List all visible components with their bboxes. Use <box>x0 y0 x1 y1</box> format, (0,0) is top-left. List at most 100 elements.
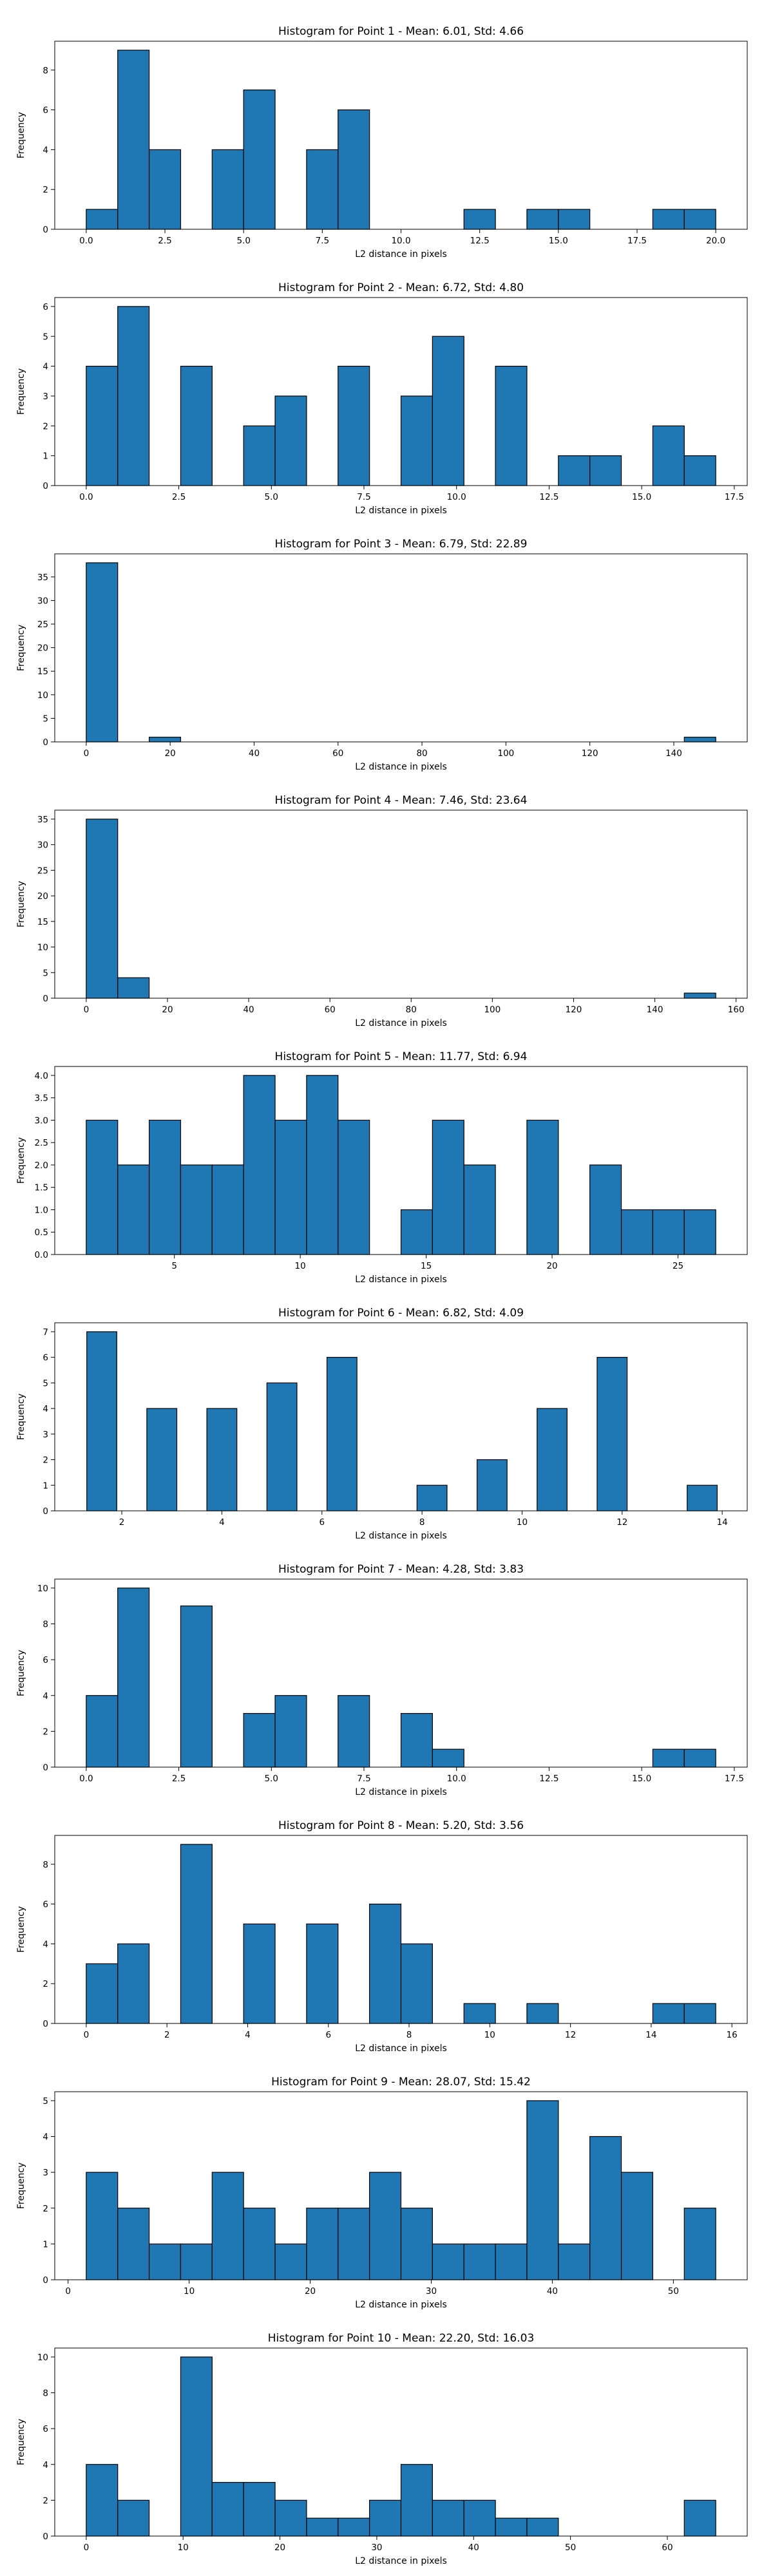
histogram-bar <box>180 1164 213 1255</box>
histogram-bar <box>338 2208 370 2280</box>
x-tick-label: 140 <box>647 1005 663 1015</box>
y-tick-label: 5 <box>43 968 48 978</box>
y-tick-label: 4 <box>43 2132 48 2143</box>
histogram-panel: Histogram for Point 4 - Mean: 7.46, Std:… <box>16 794 748 1028</box>
chart-title: Histogram for Point 3 - Mean: 6.79, Std:… <box>275 538 528 551</box>
histogram-bar <box>652 1748 685 1768</box>
x-tick-label: 50 <box>668 2286 679 2297</box>
y-axis-label: Frequency <box>16 2163 26 2209</box>
histogram-bar <box>369 2172 402 2280</box>
histogram-bar <box>400 1712 433 1768</box>
histogram-bar <box>243 425 276 486</box>
y-tick-label: 2 <box>43 1455 48 1466</box>
y-tick-label: 0 <box>43 481 48 491</box>
y-tick-label: 4 <box>43 1404 48 1414</box>
x-tick-label: 17.5 <box>725 492 744 502</box>
x-tick-label: 30 <box>426 2286 437 2297</box>
y-tick-label: 6 <box>43 2424 48 2434</box>
x-tick-label: 160 <box>728 1005 745 1015</box>
histogram-panel: Histogram for Point 10 - Mean: 22.20, St… <box>16 2332 748 2566</box>
chart-title: Histogram for Point 5 - Mean: 11.77, Std… <box>275 1050 528 1063</box>
histogram-panel: Histogram for Point 5 - Mean: 11.77, Std… <box>16 1050 748 1285</box>
x-tick-label: 0.0 <box>79 1774 93 1784</box>
histogram-bar <box>495 2517 528 2537</box>
histogram-bar <box>526 209 559 230</box>
y-tick-label: 6 <box>43 106 48 116</box>
histogram-bar <box>148 2243 182 2280</box>
histogram-bar <box>326 1357 358 1511</box>
y-axis-label: Frequency <box>16 1394 26 1440</box>
histogram-bar <box>416 1484 448 1511</box>
histogram-bar <box>180 1844 213 2024</box>
histogram-bar <box>86 1695 119 1768</box>
histogram-bar <box>211 1164 244 1255</box>
x-tick-label: 12.5 <box>470 236 490 246</box>
histogram-bar <box>180 366 213 486</box>
histogram-panel: Histogram for Point 6 - Mean: 6.82, Std:… <box>16 1307 748 1541</box>
x-tick-label: 4 <box>219 1517 225 1528</box>
plot-frame <box>54 810 748 999</box>
y-tick-label: 2 <box>43 421 48 431</box>
histogram-bar <box>146 1408 178 1511</box>
plot-frame <box>54 297 748 486</box>
histogram-bar <box>243 2208 276 2280</box>
x-tick-label: 5.0 <box>265 492 278 502</box>
histogram-bar <box>306 149 339 230</box>
histogram-bar <box>117 977 150 999</box>
histogram-bar <box>243 1712 276 1768</box>
histogram-bar <box>117 1943 150 2024</box>
y-tick-label: 25 <box>37 866 48 876</box>
histogram-bar <box>683 2003 716 2024</box>
x-axis-label: L2 distance in pixels <box>355 506 447 516</box>
x-axis-label: L2 distance in pixels <box>355 2556 447 2566</box>
y-tick-label: 2 <box>43 2204 48 2214</box>
histogram-bar <box>526 2517 559 2537</box>
y-tick-label: 4 <box>43 145 48 155</box>
chart-title: Histogram for Point 9 - Mean: 28.07, Std… <box>271 2076 531 2088</box>
histogram-bar <box>338 366 370 486</box>
y-tick-label: 5 <box>43 332 48 342</box>
histogram-bar <box>683 209 716 230</box>
histogram-bar <box>432 1748 464 1768</box>
x-tick-label: 80 <box>416 748 427 759</box>
x-tick-label: 20 <box>546 1261 557 1271</box>
histogram-bar <box>463 1164 496 1255</box>
histogram-bar <box>463 2499 496 2537</box>
y-axis-label: Frequency <box>16 112 26 158</box>
histogram-bar <box>537 1408 568 1511</box>
histogram-panel: Histogram for Point 7 - Mean: 4.28, Std:… <box>16 1563 748 1797</box>
histogram-bar <box>338 109 370 230</box>
x-tick-label: 10.0 <box>391 236 410 246</box>
chart-title: Histogram for Point 10 - Mean: 22.20, St… <box>268 2332 535 2345</box>
chart-title: Histogram for Point 1 - Mean: 6.01, Std:… <box>278 25 524 38</box>
histogram-bar <box>117 306 150 486</box>
x-tick-label: 80 <box>406 1005 417 1015</box>
histogram-bar <box>211 2481 244 2537</box>
chart-title: Histogram for Point 6 - Mean: 6.82, Std:… <box>278 1307 524 1320</box>
y-tick-label: 0 <box>43 2532 48 2542</box>
y-tick-label: 5 <box>43 714 48 724</box>
histogram-bar <box>369 2499 402 2537</box>
y-tick-label: 0 <box>43 1763 48 1773</box>
y-tick-label: 0 <box>43 1506 48 1517</box>
x-tick-label: 20 <box>165 748 176 759</box>
histogram-bar <box>211 149 244 230</box>
x-tick-label: 5.0 <box>265 1774 278 1784</box>
x-tick-label: 50 <box>565 2543 576 2553</box>
histogram-bar <box>526 2003 559 2024</box>
histogram-bar <box>243 90 276 230</box>
histogram-bar <box>476 1459 508 1511</box>
y-tick-label: 8 <box>43 66 48 76</box>
histogram-bar <box>86 2464 119 2537</box>
y-tick-label: 2 <box>43 1979 48 1989</box>
histogram-bar <box>117 1587 150 1768</box>
y-tick-label: 2 <box>43 2496 48 2506</box>
y-tick-label: 3 <box>43 1430 48 1440</box>
histogram-bar <box>558 209 591 230</box>
histogram-bar <box>589 1164 622 1255</box>
y-tick-label: 6 <box>43 1655 48 1665</box>
x-tick-label: 12.5 <box>539 492 558 502</box>
histogram-bar <box>526 2100 559 2280</box>
y-tick-label: 35 <box>37 573 48 583</box>
x-axis-label: L2 distance in pixels <box>355 1274 447 1285</box>
